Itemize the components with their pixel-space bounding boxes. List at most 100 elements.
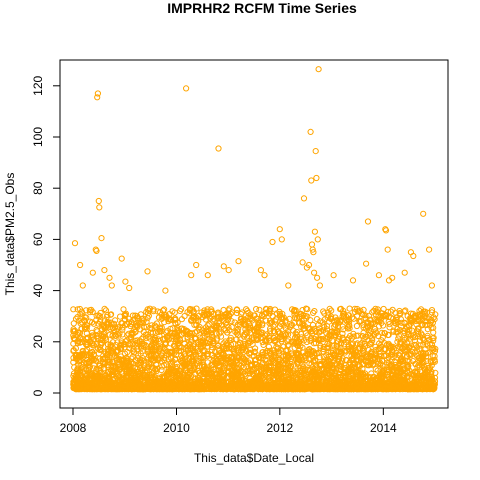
data-point — [307, 317, 314, 324]
data-point — [240, 364, 247, 371]
data-point — [386, 324, 393, 331]
data-point — [226, 305, 233, 312]
data-point — [204, 272, 211, 279]
data-point — [101, 365, 108, 372]
data-point — [101, 305, 108, 312]
data-point — [288, 355, 295, 363]
data-point — [385, 331, 392, 338]
data-point — [163, 361, 170, 368]
data-point — [153, 320, 160, 327]
data-point — [311, 269, 318, 276]
data-point — [94, 90, 102, 97]
data-point — [223, 313, 230, 320]
data-point — [79, 282, 86, 289]
data-point — [285, 282, 292, 289]
y-tick-label: 0 — [31, 389, 45, 396]
data-point — [360, 306, 367, 313]
data-point — [118, 255, 125, 262]
data-point — [361, 343, 369, 350]
data-point — [369, 337, 376, 344]
data-point — [93, 247, 100, 254]
data-point — [307, 128, 314, 135]
data-point — [317, 342, 324, 349]
data-point — [389, 274, 396, 281]
data-point — [244, 334, 251, 341]
data-point — [404, 363, 411, 371]
data-point — [289, 352, 296, 359]
data-point — [313, 174, 320, 182]
data-point — [276, 226, 283, 233]
data-point — [346, 325, 353, 332]
data-point — [122, 310, 130, 317]
data-point — [149, 329, 156, 336]
y-tick-label: 40 — [31, 284, 45, 298]
data-point — [89, 269, 96, 276]
data-point — [312, 328, 319, 335]
data-point — [308, 177, 315, 184]
data-point — [316, 282, 323, 289]
data-point — [349, 340, 357, 347]
data-point — [312, 148, 319, 155]
data-point — [430, 337, 437, 344]
data-point — [96, 355, 103, 362]
data-point — [325, 349, 332, 356]
data-point — [431, 374, 439, 381]
data-point — [188, 330, 195, 337]
data-point — [125, 315, 132, 322]
data-point — [193, 261, 200, 269]
data-point — [138, 341, 146, 348]
data-point — [393, 345, 400, 352]
data-point — [127, 367, 134, 374]
data-point — [174, 319, 181, 326]
data-point — [315, 66, 322, 73]
points-layer — [70, 66, 439, 393]
data-point — [357, 307, 364, 314]
data-point — [317, 344, 324, 351]
data-point — [227, 310, 234, 317]
data-point — [72, 345, 80, 352]
y-tick-label: 120 — [31, 75, 45, 95]
data-point — [432, 311, 439, 318]
data-point — [77, 261, 84, 269]
data-point — [362, 312, 369, 319]
data-point — [228, 324, 235, 331]
data-point — [70, 306, 77, 313]
data-point — [330, 272, 337, 279]
data-point — [251, 312, 258, 319]
data-point — [253, 306, 260, 313]
data-point — [150, 308, 157, 315]
data-point — [121, 311, 128, 318]
data-point — [112, 317, 119, 324]
data-point — [350, 333, 357, 340]
data-point — [282, 319, 289, 326]
data-point — [98, 235, 105, 242]
data-point — [304, 313, 311, 320]
data-point — [259, 322, 266, 329]
data-point — [227, 334, 234, 341]
data-point — [278, 236, 285, 243]
data-point — [431, 358, 438, 365]
data-point — [310, 249, 317, 256]
chart-title: IMPRHR2 RCFM Time Series — [167, 0, 357, 16]
y-tick-label: 100 — [31, 127, 45, 147]
data-point — [304, 306, 311, 313]
data-point — [397, 316, 404, 323]
data-point — [388, 362, 395, 369]
data-point — [299, 259, 306, 266]
data-point — [402, 307, 409, 314]
data-point — [235, 258, 242, 265]
data-point — [169, 361, 176, 368]
data-point — [339, 330, 346, 337]
data-point — [305, 261, 313, 269]
data-point — [262, 356, 269, 363]
data-point — [217, 333, 225, 340]
data-point — [426, 246, 433, 253]
x-tick-label: 2008 — [60, 421, 87, 435]
data-point — [319, 336, 326, 343]
data-point — [265, 343, 272, 350]
data-point — [161, 354, 168, 362]
data-point — [154, 365, 161, 372]
data-point — [346, 305, 353, 312]
data-point — [428, 282, 435, 289]
data-point — [359, 333, 366, 340]
